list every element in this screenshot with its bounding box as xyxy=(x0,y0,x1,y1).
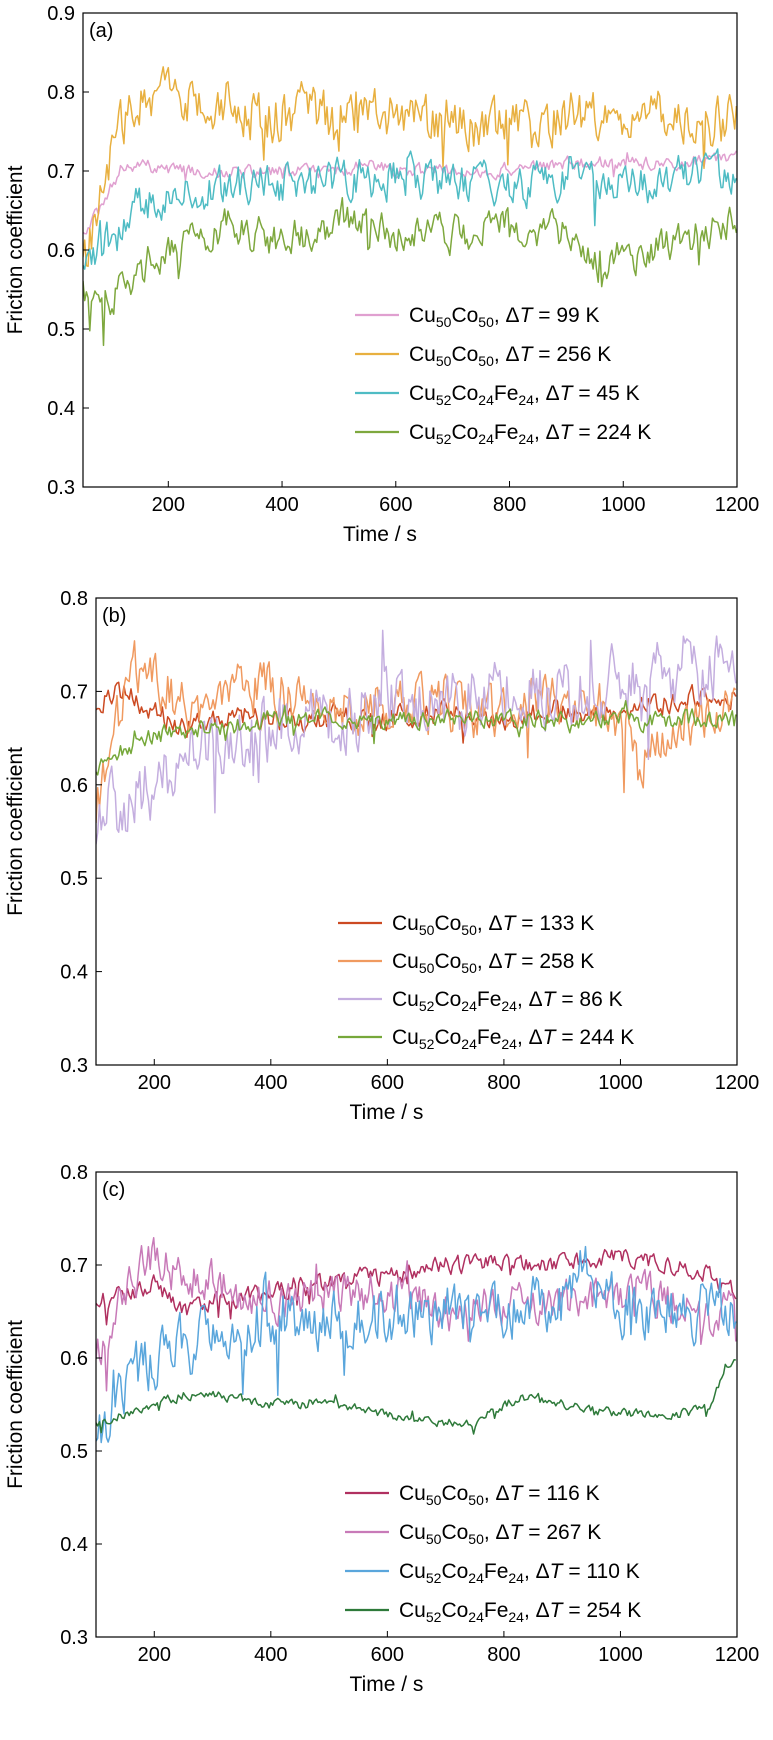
x-tick-label: 200 xyxy=(138,1644,171,1666)
y-axis-label: Friction coefficient xyxy=(4,165,27,334)
x-tick-label: 200 xyxy=(138,1072,171,1094)
y-tick-label: 0.5 xyxy=(60,1441,88,1463)
y-tick-label: 0.8 xyxy=(60,588,88,610)
legend-entry: Cu50Co50, ΔT = 267 K xyxy=(399,1521,601,1547)
y-tick-label: 0.4 xyxy=(60,1534,88,1556)
x-tick-label: 400 xyxy=(254,1644,287,1666)
series-line-2 xyxy=(96,640,737,824)
series-line-4 xyxy=(96,1358,736,1435)
legend-entry: Cu50Co50, ΔT = 133 K xyxy=(392,912,594,938)
x-tick-label: 1200 xyxy=(715,494,760,516)
x-tick-label: 800 xyxy=(487,1072,520,1094)
legend-entry: Cu50Co50, ΔT = 258 K xyxy=(392,950,594,976)
y-axis-label: Friction coefficient xyxy=(4,1320,27,1489)
x-tick-label: 800 xyxy=(487,1644,520,1666)
y-tick-label: 0.5 xyxy=(47,319,75,341)
series-line-3 xyxy=(83,148,737,270)
y-tick-label: 0.7 xyxy=(47,161,75,183)
x-tick-label: 1000 xyxy=(601,494,646,516)
series-line-3 xyxy=(96,629,737,845)
series-lines xyxy=(96,1237,737,1444)
panel-label: (a) xyxy=(89,20,113,42)
x-tick-label: 600 xyxy=(379,494,412,516)
y-tick-label: 0.9 xyxy=(47,3,75,25)
y-tick-label: 0.3 xyxy=(60,1055,88,1077)
x-tick-label: 400 xyxy=(265,494,298,516)
x-tick-label: 1000 xyxy=(598,1072,643,1094)
series-line-4 xyxy=(96,700,737,776)
series-lines xyxy=(83,66,737,347)
series-lines xyxy=(96,629,737,845)
legend-entry: Cu52Co24Fe24, ΔT = 110 K xyxy=(399,1560,640,1586)
panel-b: 0.3 0.4 0.5 0.6 0.7 0.8 200 400 600 800 1000 1200 Ti… xyxy=(4,588,759,1124)
series-line-1 xyxy=(83,150,737,235)
y-tick-label: 0.4 xyxy=(47,398,75,420)
x-tick-label: 800 xyxy=(493,494,526,516)
legend-entry: Cu50Co50, ΔT = 256 K xyxy=(409,343,611,369)
panel-a: 0.3 0.4 0.5 0.6 0.7 0.8 0.9 200 400 600 800 1000 120… xyxy=(4,3,759,546)
legend-entry: Cu50Co50, ΔT = 99 K xyxy=(409,304,600,330)
x-tick-label: 600 xyxy=(371,1644,404,1666)
legend-entry: Cu50Co50, ΔT = 116 K xyxy=(399,1482,600,1508)
panel-label: (b) xyxy=(102,605,126,627)
y-tick-label: 0.7 xyxy=(60,1255,88,1277)
legend-entry: Cu52Co24Fe24, ΔT = 244 K xyxy=(392,1026,634,1052)
y-tick-label: 0.6 xyxy=(47,240,75,262)
series-line-4 xyxy=(83,197,737,347)
legend-entry: Cu52Co24Fe24, ΔT = 45 K xyxy=(409,382,640,408)
legend-entry: Cu52Co24Fe24, ΔT = 86 K xyxy=(392,988,623,1014)
y-tick-label: 0.6 xyxy=(60,775,88,797)
x-tick-label: 1200 xyxy=(715,1644,760,1666)
plot-frame xyxy=(95,597,738,1066)
x-axis-label: Time / s xyxy=(343,523,417,546)
x-tick-label: 1200 xyxy=(715,1072,760,1094)
series-line-2 xyxy=(96,1237,737,1392)
x-axis-label: Time / s xyxy=(350,1101,424,1124)
y-tick-label: 0.4 xyxy=(60,962,88,984)
series-line-2 xyxy=(83,66,737,268)
x-tick-label: 1000 xyxy=(598,1644,643,1666)
series-line-3 xyxy=(96,1245,737,1444)
x-tick-label: 600 xyxy=(371,1072,404,1094)
y-tick-label: 0.7 xyxy=(60,681,88,703)
legend-entry: Cu52Co24Fe24, ΔT = 224 K xyxy=(409,421,651,447)
y-tick-label: 0.3 xyxy=(47,477,75,499)
y-tick-label: 0.3 xyxy=(60,1627,88,1649)
x-tick-label: 200 xyxy=(152,494,185,516)
legend: Cu50Co50, ΔT = 116 K Cu50Co50, ΔT = 267 K… xyxy=(345,1482,641,1625)
x-axis-label: Time / s xyxy=(350,1673,424,1696)
series-line-1 xyxy=(96,1248,737,1326)
panel-c: 0.3 0.4 0.5 0.6 0.7 0.8 200 400 600 800 1000 1200 Ti… xyxy=(4,1162,759,1696)
legend: Cu50Co50, ΔT = 133 K Cu50Co50, ΔT = 258 K… xyxy=(338,912,634,1052)
plot-frame xyxy=(95,1171,738,1638)
y-tick-label: 0.5 xyxy=(60,868,88,890)
panel-label: (c) xyxy=(102,1179,125,1201)
y-tick-label: 0.8 xyxy=(47,82,75,104)
legend-entry: Cu52Co24Fe24, ΔT = 254 K xyxy=(399,1599,641,1625)
y-tick-label: 0.6 xyxy=(60,1348,88,1370)
y-tick-label: 0.8 xyxy=(60,1162,88,1184)
legend: Cu50Co50, ΔT = 99 K Cu50Co50, ΔT = 256 K C… xyxy=(355,304,651,447)
y-axis-label: Friction coefficient xyxy=(4,747,27,916)
x-tick-label: 400 xyxy=(254,1072,287,1094)
